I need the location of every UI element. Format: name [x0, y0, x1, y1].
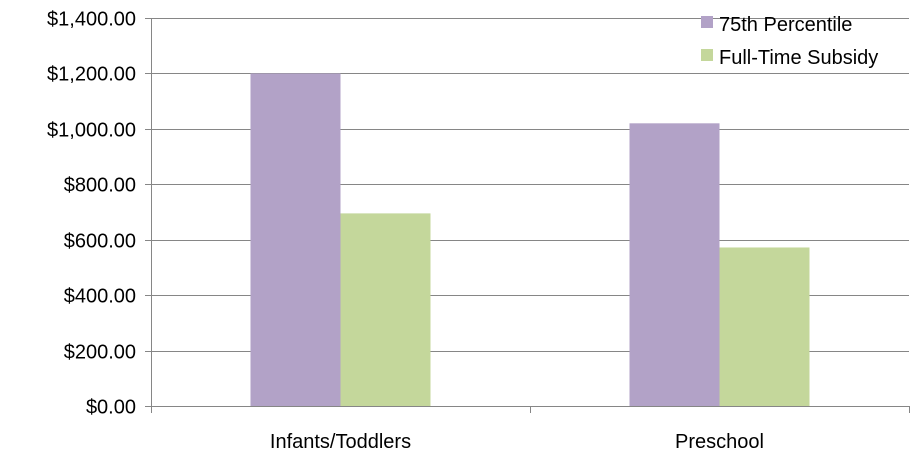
bar-75th-percentile-infants-toddlers — [250, 73, 341, 406]
legend-swatch — [701, 49, 713, 61]
bar-full-time-subsidy-preschool — [719, 247, 810, 406]
legend-label: Full-Time Subsidy — [719, 47, 878, 69]
legend-swatch — [701, 16, 713, 28]
legend-label: 75th Percentile — [719, 14, 852, 36]
y-axis-ticks: $0.00 $200.00 $400.00 $600.00 $800.00 $1,000.… — [47, 9, 151, 419]
x-tick-label: Infants/Toddlers — [270, 431, 411, 453]
x-tick-label: Preschool — [675, 431, 764, 453]
bars — [250, 73, 810, 407]
bar-75th-percentile-preschool — [629, 123, 720, 407]
legend: 75th Percentile Full-Time Subsidy — [701, 14, 878, 69]
y-tick-label: $800.00 — [64, 175, 136, 197]
y-tick-label: $1,000.00 — [47, 120, 136, 142]
y-tick-label: $400.00 — [64, 286, 136, 308]
bar-full-time-subsidy-infants-toddlers — [340, 213, 431, 406]
y-tick-label: $0.00 — [86, 397, 136, 419]
x-axis-ticks: Infants/Toddlers Preschool — [151, 406, 910, 453]
y-tick-label: $1,400.00 — [47, 9, 136, 31]
y-tick-label: $200.00 — [64, 342, 136, 364]
y-tick-label: $600.00 — [64, 231, 136, 253]
y-tick-label: $1,200.00 — [47, 64, 136, 86]
